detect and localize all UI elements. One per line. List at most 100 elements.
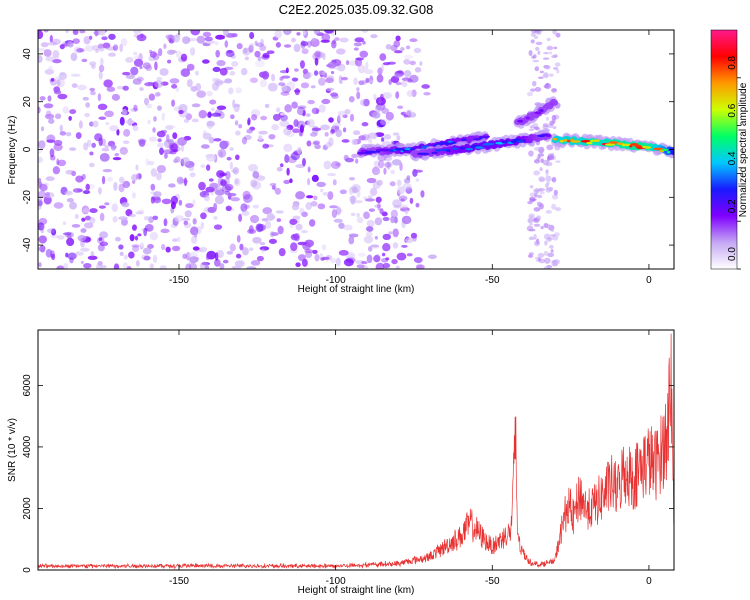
noise-blob	[161, 112, 165, 121]
noise-blob	[313, 195, 318, 201]
noise-blob	[65, 30, 69, 34]
streak-blob	[530, 39, 535, 44]
streak-blob	[533, 170, 540, 176]
y-tick-label: 0	[22, 146, 33, 152]
noise-blob	[348, 236, 355, 245]
noise-blob	[104, 202, 110, 206]
noise-blob	[192, 246, 200, 251]
track-body	[670, 149, 674, 156]
noise-blob	[365, 61, 369, 70]
noise-blob	[385, 257, 390, 261]
noise-blob	[381, 63, 385, 72]
noise-blob	[120, 38, 128, 47]
streak-blob	[543, 250, 549, 256]
noise-blob	[403, 54, 414, 60]
noise-blob	[177, 179, 185, 185]
noise-blob	[324, 132, 329, 137]
streak-blob	[533, 126, 540, 130]
streak-blob	[528, 128, 535, 131]
snr-marks	[38, 333, 674, 570]
noise-blob	[278, 82, 286, 87]
noise-blob	[385, 111, 394, 121]
noise-blob	[269, 183, 276, 187]
noise-blob	[234, 178, 239, 185]
noise-blob	[130, 66, 139, 76]
noise-blob	[188, 251, 198, 259]
noise-blob	[252, 216, 259, 222]
noise-blob	[377, 67, 383, 76]
noise-blob	[334, 129, 343, 134]
noise-blob	[200, 212, 207, 220]
track-core	[451, 147, 459, 151]
streak-blob	[528, 213, 536, 220]
noise-blob	[160, 228, 170, 234]
noise-blob	[306, 140, 312, 147]
noise-blob	[383, 167, 387, 175]
noise-blob	[70, 52, 78, 62]
noise-blob	[318, 104, 326, 113]
noise-blob	[180, 53, 188, 62]
y-tick-label: 2000	[22, 497, 33, 520]
noise-blob	[186, 78, 193, 88]
noise-blob	[312, 140, 321, 145]
x-tick-label: -150	[169, 576, 189, 587]
noise-blob	[322, 192, 329, 196]
noise-blob	[404, 109, 414, 116]
spectrogram-marks	[38, 30, 674, 269]
noise-blob	[211, 112, 222, 117]
noise-blob	[250, 179, 258, 188]
noise-blob	[371, 111, 381, 119]
noise-blob	[304, 71, 313, 79]
noise-blob	[168, 183, 176, 188]
noise-blob	[205, 186, 216, 193]
noise-blob	[230, 197, 241, 202]
noise-blob	[405, 219, 412, 223]
noise-blob	[163, 149, 173, 155]
noise-blob	[100, 57, 104, 66]
noise-blob	[313, 70, 319, 76]
noise-blob	[278, 247, 286, 257]
noise-blob	[373, 94, 377, 98]
noise-blob	[323, 30, 334, 34]
noise-blob	[374, 204, 382, 208]
noise-blob	[370, 34, 378, 39]
noise-blob	[409, 60, 416, 66]
noise-blob	[101, 36, 108, 41]
track-core	[644, 146, 652, 149]
y-tick-label: -20	[22, 190, 33, 205]
noise-blob	[38, 156, 44, 163]
noise-blob	[244, 56, 249, 61]
streak-blob	[537, 194, 543, 199]
noise-blob	[305, 202, 312, 211]
noise-blob	[286, 124, 294, 131]
streak-blob	[550, 228, 555, 232]
noise-blob	[202, 132, 212, 140]
noise-blob	[207, 111, 212, 119]
noise-blob	[154, 80, 164, 88]
noise-blob	[239, 243, 244, 251]
noise-blob	[149, 231, 159, 241]
noise-blob	[264, 103, 270, 109]
noise-blob	[248, 247, 254, 252]
noise-blob	[170, 142, 178, 152]
noise-blob	[56, 235, 65, 240]
noise-blob	[62, 221, 67, 226]
track-core	[545, 134, 551, 137]
noise-blob	[143, 255, 151, 261]
noise-blob	[404, 209, 409, 215]
track-core	[652, 147, 664, 151]
noise-blob	[122, 262, 129, 269]
noise-blob	[75, 132, 82, 140]
noise-blob	[62, 106, 69, 114]
noise-blob	[84, 45, 95, 52]
noise-blob	[316, 51, 324, 59]
noise-blob	[178, 109, 184, 115]
noise-blob	[281, 75, 291, 79]
streak-blob	[552, 126, 557, 130]
noise-blob	[401, 80, 408, 88]
noise-blob	[204, 194, 210, 202]
noise-blob	[333, 218, 343, 223]
noise-blob	[357, 252, 366, 257]
noise-blob	[114, 152, 119, 157]
noise-blob	[295, 191, 306, 200]
